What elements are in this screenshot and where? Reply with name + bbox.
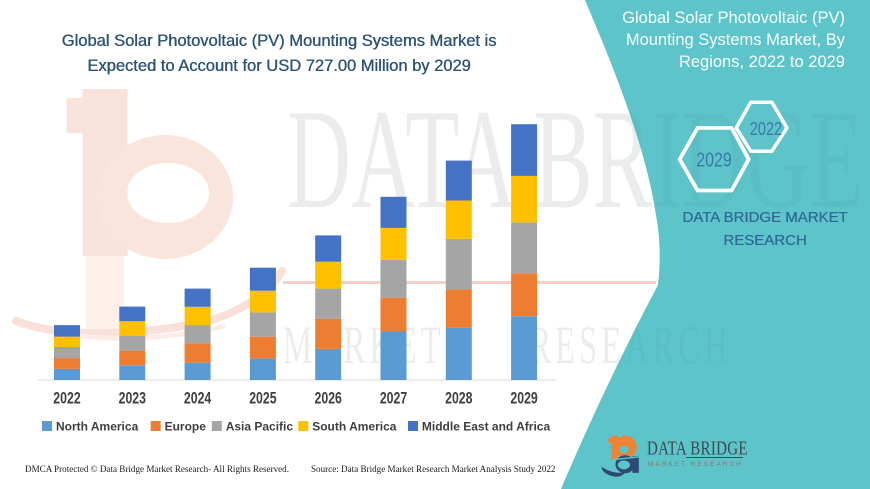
svg-text:Europe: Europe — [165, 420, 207, 434]
svg-text:2027: 2027 — [380, 390, 407, 408]
svg-text:2026: 2026 — [315, 390, 342, 408]
svg-text:South America: South America — [312, 420, 397, 434]
svg-text:2023: 2023 — [119, 390, 146, 408]
svg-text:2025: 2025 — [249, 390, 276, 408]
svg-text:2029: 2029 — [696, 149, 732, 171]
svg-text:2022: 2022 — [750, 120, 782, 140]
svg-text:North America: North America — [56, 420, 139, 434]
svg-text:2029: 2029 — [510, 390, 537, 408]
svg-text:2022: 2022 — [53, 390, 80, 408]
svg-text:Asia Pacific: Asia Pacific — [226, 420, 294, 434]
svg-text:Middle East and Africa: Middle East and Africa — [422, 420, 551, 434]
svg-text:2024: 2024 — [184, 390, 212, 408]
svg-text:2028: 2028 — [445, 390, 472, 408]
